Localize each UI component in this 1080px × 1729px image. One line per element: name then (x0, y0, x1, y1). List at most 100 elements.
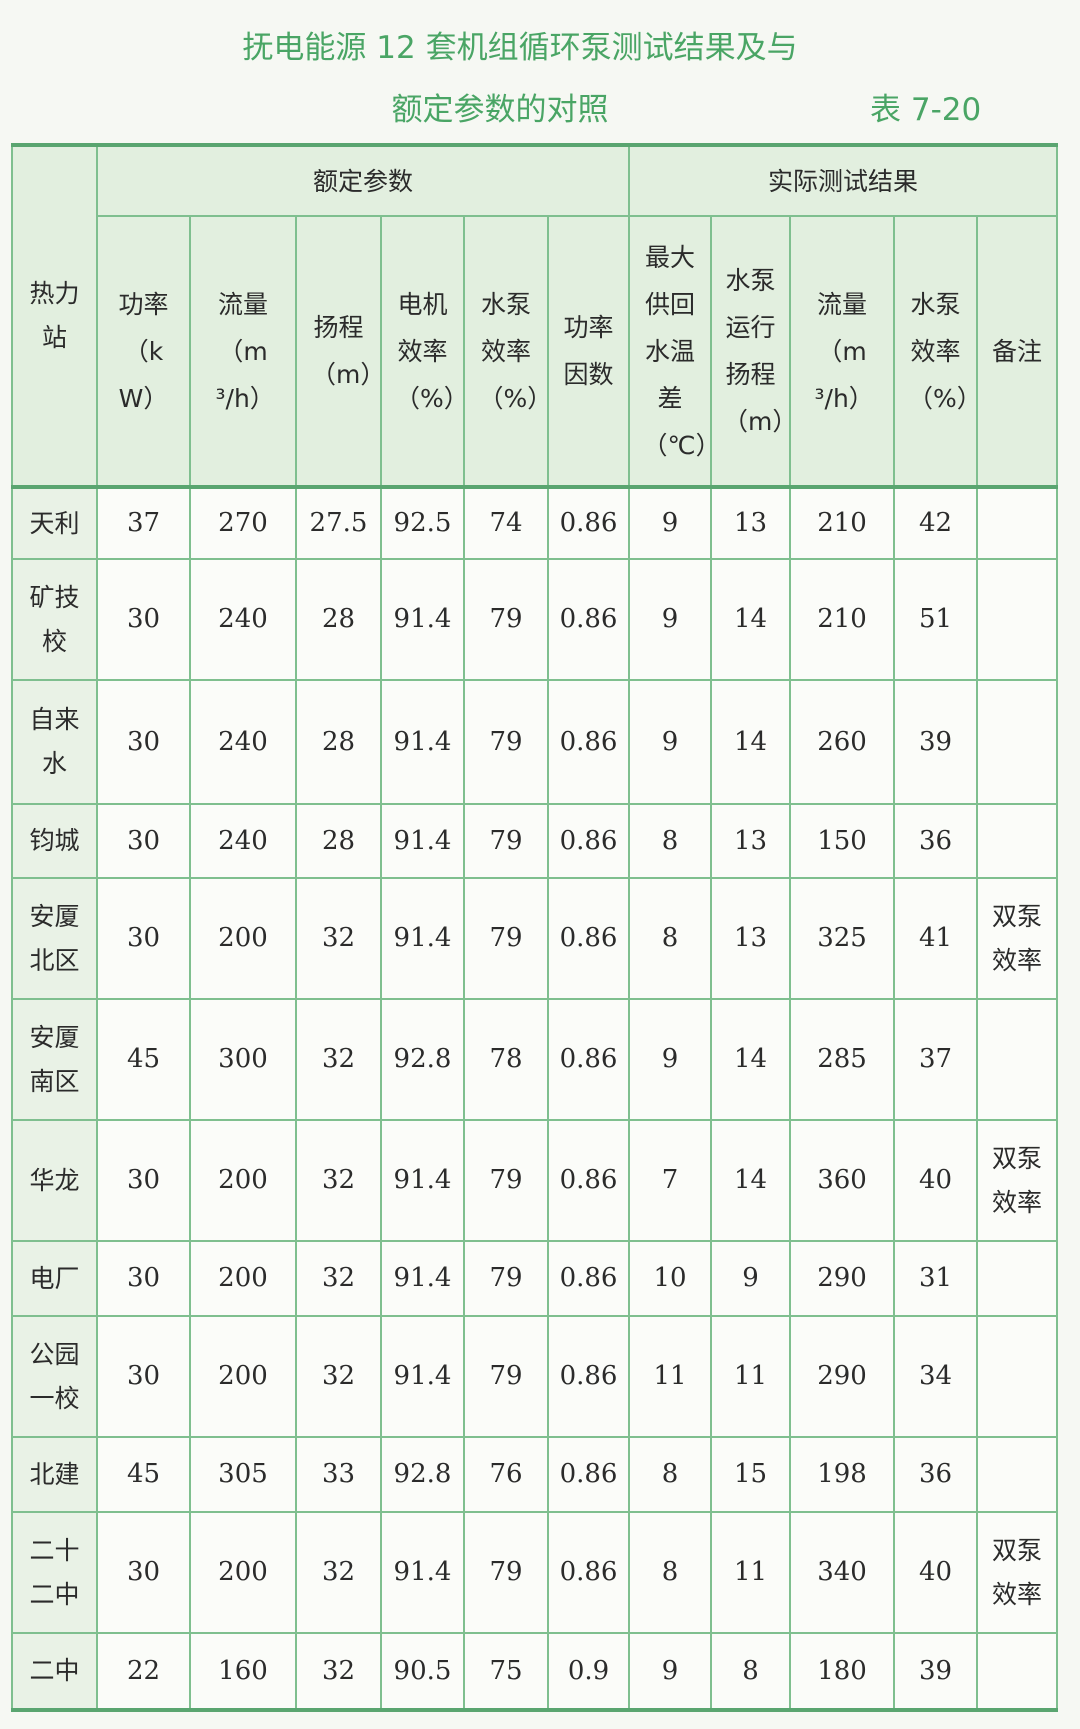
value-cell: 22 (96, 1632, 191, 1712)
value-cell: 33 (295, 1436, 382, 1513)
value-cell: 150 (789, 803, 896, 879)
value-cell: 51 (893, 558, 979, 681)
station-name: 公园一校 (11, 1315, 98, 1438)
value-cell: 36 (893, 803, 979, 879)
table-row: 华龙 30 200 32 91.4 79 0.86 7 14 360 40 双泵效率 (11, 1119, 1059, 1242)
value-cell: 11 (628, 1315, 713, 1438)
value-cell: 14 (710, 558, 792, 681)
value-cell: 9 (628, 558, 713, 681)
value-cell: 79 (463, 679, 549, 805)
column-header: 水泵效率（%） (893, 215, 982, 488)
value-cell: 305 (189, 1436, 297, 1513)
value-cell: 210 (789, 558, 896, 681)
value-cell: 200 (189, 877, 297, 1000)
note-cell (976, 998, 1059, 1121)
value-cell: 290 (789, 1240, 896, 1317)
value-cell: 0.86 (546, 998, 631, 1121)
value-cell: 260 (789, 679, 896, 805)
station-name: 二十二中 (11, 1511, 98, 1634)
table-row: 二中 22 160 32 90.5 75 0.9 9 8 180 39 (11, 1632, 1059, 1712)
note-cell: 双泵效率 (976, 1511, 1059, 1634)
value-cell: 7 (628, 1119, 713, 1242)
table-row: 电厂 30 200 32 91.4 79 0.86 10 9 290 31 (11, 1240, 1059, 1317)
table-row: 安厦南区 45 300 32 92.8 78 0.86 9 14 285 37 (11, 998, 1059, 1121)
value-cell: 79 (463, 558, 549, 681)
value-cell: 14 (710, 998, 792, 1121)
value-cell: 37 (96, 485, 191, 560)
value-cell: 15 (710, 1436, 792, 1513)
value-cell: 91.4 (380, 1119, 465, 1242)
table-row: 钧城 30 240 28 91.4 79 0.86 8 13 150 36 (11, 803, 1059, 879)
value-cell: 92.5 (380, 485, 465, 560)
table-title-line1: 抚电能源 12 套机组循环泵测试结果及与 (242, 30, 798, 66)
value-cell: 11 (710, 1511, 792, 1634)
note-cell (976, 558, 1059, 681)
value-cell: 91.4 (380, 1315, 465, 1438)
value-cell: 285 (789, 998, 896, 1121)
value-cell: 13 (710, 485, 792, 560)
value-cell: 14 (710, 1119, 792, 1242)
value-cell: 42 (893, 485, 979, 560)
value-cell: 240 (189, 803, 297, 879)
value-cell: 8 (710, 1632, 792, 1712)
value-cell: 28 (295, 803, 382, 879)
value-cell: 8 (628, 803, 713, 879)
value-cell: 200 (189, 1240, 297, 1317)
value-cell: 30 (96, 558, 191, 681)
station-name: 二中 (11, 1632, 98, 1712)
header-actual: 实际测试结果 (628, 143, 1059, 217)
value-cell: 40 (893, 1119, 979, 1242)
value-cell: 9 (628, 1632, 713, 1712)
value-cell: 8 (628, 1511, 713, 1634)
value-cell: 325 (789, 877, 896, 1000)
column-header: 水泵效率（%） (463, 215, 552, 488)
column-header: 最大供回水温差（℃） (628, 215, 721, 488)
value-cell: 91.4 (380, 558, 465, 681)
table-row: 北建 45 305 33 92.8 76 0.86 8 15 198 36 (11, 1436, 1059, 1513)
value-cell: 34 (893, 1315, 979, 1438)
station-name: 自来水 (11, 679, 98, 805)
column-header: 备注 (976, 215, 1059, 488)
column-header: 流量（m³/h） (189, 215, 297, 488)
value-cell: 91.4 (380, 803, 465, 879)
column-header: 流量（m³/h） (789, 215, 896, 488)
value-cell: 0.86 (546, 485, 631, 560)
note-cell (976, 1436, 1059, 1513)
note-cell (976, 803, 1059, 879)
value-cell: 270 (189, 485, 297, 560)
value-cell: 0.86 (546, 1436, 631, 1513)
header-rated: 额定参数 (95, 143, 631, 217)
value-cell: 31 (893, 1240, 979, 1317)
value-cell: 200 (189, 1315, 297, 1438)
value-cell: 78 (463, 998, 549, 1121)
value-cell: 32 (295, 1632, 382, 1712)
value-cell: 13 (710, 803, 792, 879)
value-cell: 28 (295, 558, 382, 681)
value-cell: 198 (789, 1436, 896, 1513)
table-row: 矿技校 30 240 28 91.4 79 0.86 9 14 210 51 (11, 558, 1059, 681)
value-cell: 39 (893, 679, 979, 805)
station-name: 天利 (11, 485, 98, 560)
value-cell: 30 (96, 1511, 191, 1634)
value-cell: 0.9 (546, 1632, 631, 1712)
value-cell: 0.86 (546, 1511, 631, 1634)
value-cell: 0.86 (546, 1119, 631, 1242)
value-cell: 340 (789, 1511, 896, 1634)
column-header: 扬程（m） (295, 215, 385, 488)
note-cell (976, 1315, 1059, 1438)
value-cell: 30 (96, 1119, 191, 1242)
value-cell: 28 (295, 679, 382, 805)
value-cell: 9 (628, 485, 713, 560)
station-name: 矿技校 (11, 558, 98, 681)
value-cell: 76 (463, 1436, 549, 1513)
value-cell: 91.4 (380, 679, 465, 805)
value-cell: 30 (96, 877, 191, 1000)
station-name: 华龙 (11, 1119, 98, 1242)
value-cell: 14 (710, 679, 792, 805)
table-row: 天利 37 270 27.5 92.5 74 0.86 9 13 210 42 (11, 485, 1059, 560)
table-row: 公园一校 30 200 32 91.4 79 0.86 11 11 290 34 (11, 1315, 1059, 1438)
note-cell (976, 1632, 1059, 1712)
value-cell: 39 (893, 1632, 979, 1712)
table-row: 自来水 30 240 28 91.4 79 0.86 9 14 260 39 (11, 679, 1059, 805)
value-cell: 210 (789, 485, 896, 560)
